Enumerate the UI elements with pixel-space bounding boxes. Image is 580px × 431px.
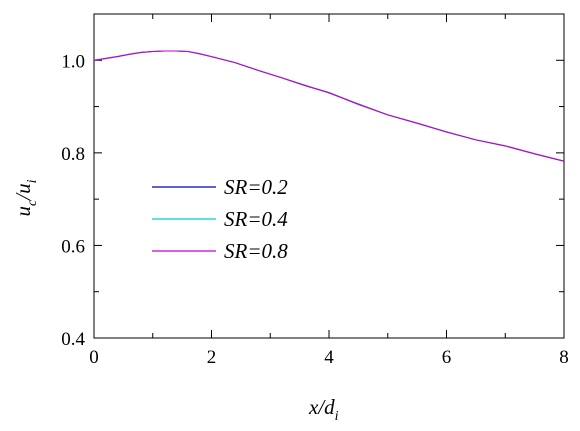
series-line-2 — [93, 50, 565, 162]
plot-border — [93, 13, 565, 339]
tick-labels: 0 2 4 6 8 0.4 0.6 0.8 1.0 — [61, 51, 569, 368]
series-line-1 — [93, 50, 565, 162]
x-axis-title-sub: i — [335, 409, 339, 424]
y-axis-title-a: u — [11, 206, 35, 217]
x-axis-title-main: x/d — [308, 395, 335, 419]
axis-ticks — [93, 13, 565, 339]
legend-label-1: SR=0.2 — [224, 175, 288, 199]
y-axis-title-a-sub: c — [25, 199, 40, 206]
x-tick-label: 0 — [89, 347, 99, 368]
legend-label-2: SR=0.4 — [224, 207, 288, 231]
x-tick-label: 4 — [324, 347, 334, 368]
y-tick-label: 0.8 — [61, 144, 85, 165]
legend-label-3: SR=0.8 — [224, 239, 288, 263]
x-tick-label: 2 — [207, 347, 217, 368]
x-axis-title: x/di — [308, 395, 339, 424]
y-axis-title-b: /u — [11, 183, 35, 200]
plot-frame — [93, 13, 565, 339]
legend: SR=0.2 SR=0.4 SR=0.8 — [152, 175, 288, 263]
y-tick-label: 0.6 — [61, 236, 85, 257]
series-lines — [93, 50, 565, 162]
y-tick-label: 0.4 — [61, 329, 85, 350]
x-tick-label: 6 — [442, 347, 452, 368]
x-tick-label: 8 — [559, 347, 569, 368]
series-line-3 — [93, 50, 565, 162]
y-tick-label: 1.0 — [61, 51, 85, 72]
y-axis-title-b-sub: i — [25, 179, 40, 183]
y-axis-title: uc/ui — [11, 179, 40, 216]
